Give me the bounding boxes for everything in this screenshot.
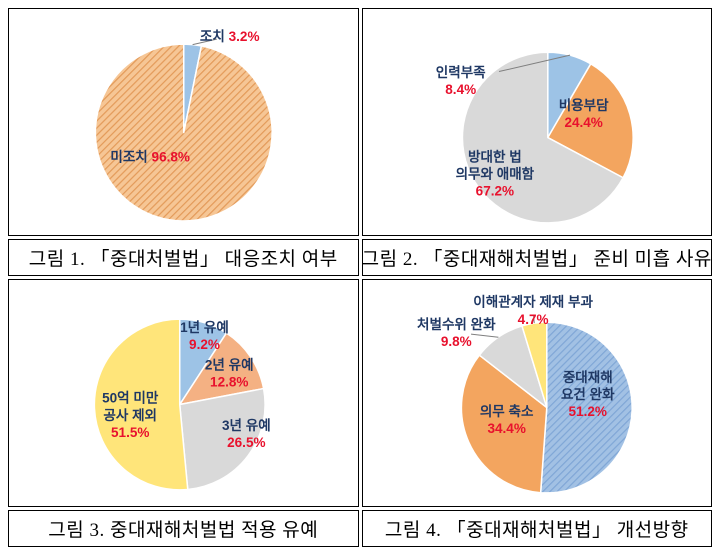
pie-slice — [93, 318, 189, 491]
pie-slice-label: 50억 미만 공사 제외 51.5% — [102, 391, 159, 440]
pie-chart-improvement-direction: 중대재해 요건 완화 51.2% 의무 축소 34.4% 처벌수위 완화 9.8%이해관계자… — [417, 294, 633, 494]
label-leader-line — [192, 38, 217, 46]
chart-cell-1: 조치 3.2% 미조치 96.8% — [8, 8, 359, 236]
pie-slice — [539, 321, 633, 494]
chart-cell-2: 인력부족 8.4% 비용부담 24.4% 방대한 법 의무와 애매함 67.2% — [361, 8, 712, 236]
pie-slice-label: 조치 3.2% — [200, 29, 260, 44]
pie-slice-label: 의무 축소 34.4% — [479, 403, 533, 436]
pie-slice-label: 비용부담 24.4% — [558, 97, 608, 130]
chart-cell-3: 1년 유예 9.2% 2년 유예 12.8% 3년 유예 26.5% 50억 미만 공사 제외… — [8, 279, 359, 507]
pie-slice — [94, 43, 273, 222]
figure-caption-2: 그림 2. 「중대재해처벌법」 준비 미흡 사유 — [361, 239, 712, 276]
pie-slice-label: 중대재해 요건 완화 51.2% — [560, 369, 614, 419]
pie-slice-label: 처벌수위 완화 9.8% — [417, 316, 496, 349]
figure-caption-1: 그림 1. 「중대처벌법」 대응조치 여부 — [8, 239, 359, 276]
pie-slice — [460, 354, 548, 494]
figure-caption-3: 그림 3. 중대재해처벌법 적용 유예 — [8, 510, 359, 547]
pie-slice — [546, 63, 634, 179]
label-leader-line — [532, 314, 535, 324]
pie-slice — [178, 387, 266, 491]
pie-slice-label: 미조치 96.8% — [110, 149, 190, 164]
pie-slice — [178, 332, 265, 406]
label-leader-line — [470, 333, 498, 338]
pie-chart-response-measures: 조치 3.2% 미조치 96.8% — [94, 29, 273, 222]
pie-slice-label: 방대한 법 의무와 애매함 67.2% — [455, 148, 534, 198]
pie-slice-label: 3년 유예 26.5% — [222, 418, 271, 450]
pie-slice-label: 이해관계자 제재 부과 4.7% — [473, 294, 593, 327]
pie-slice-label: 2년 유예 12.8% — [205, 357, 254, 389]
figure-caption-4: 그림 4. 「중대재해처벌법」 개선방향 — [361, 510, 712, 547]
pie-chart-insufficient-preparation-reasons: 인력부족 8.4% 비용부담 24.4% 방대한 법 의무와 애매함 67.2% — [435, 51, 634, 224]
label-leader-line — [498, 54, 570, 73]
pie-slice — [461, 51, 624, 224]
pie-slice-label: 1년 유예 9.2% — [180, 320, 229, 352]
pie-slice-label: 인력부족 8.4% — [435, 64, 485, 97]
pie-chart-application-deferral: 1년 유예 9.2% 2년 유예 12.8% 3년 유예 26.5% 50억 미만 공사 제외… — [93, 318, 271, 491]
pie-slice — [520, 321, 548, 409]
chart-cell-4: 중대재해 요건 완화 51.2% 의무 축소 34.4% 처벌수위 완화 9.8% 이해관계자… — [361, 279, 712, 507]
